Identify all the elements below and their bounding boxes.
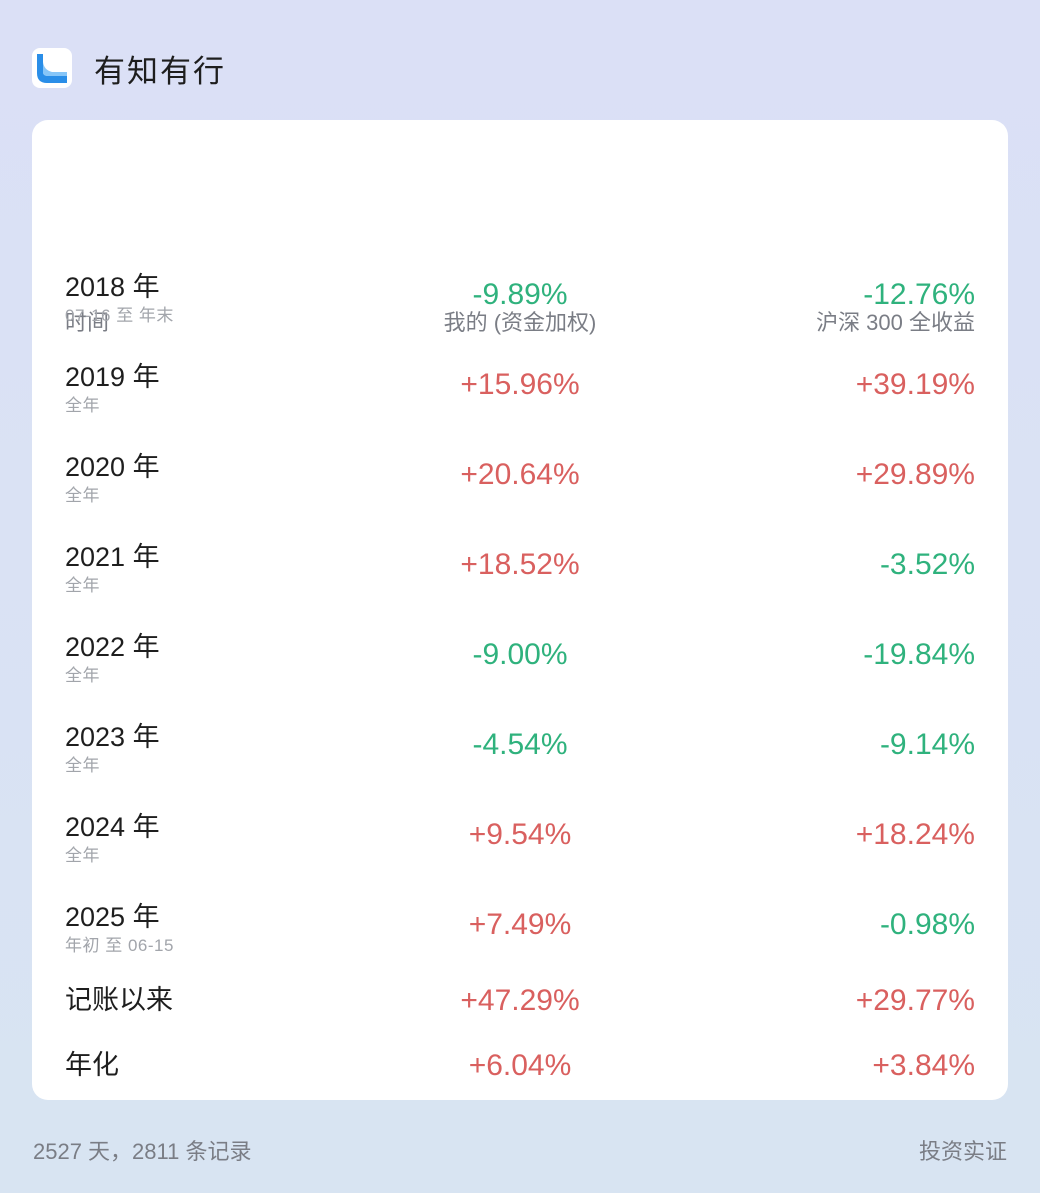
benchmark-return: -3.52% [879,548,975,581]
period-cell: 2025 年年初 至 06-15 [65,902,174,955]
benchmark-return: -19.84% [863,638,975,671]
summary-label: 记账以来 [65,985,173,1015]
table-row: 2018 年 07-16 至 年末 -9.89% -12.76% [32,260,1008,350]
my-return: +7.49% [468,908,572,941]
benchmark-return: +3.84% [872,1049,975,1082]
summary-label: 年化 [65,1050,119,1080]
range-label: 全年 [65,576,100,595]
my-return: +15.96% [460,368,580,401]
range-label: 全年 [65,396,100,415]
table-row: 2022 年全年 -9.00% -19.84% [32,620,1008,710]
benchmark-return: +18.24% [855,818,975,851]
table-row: 2024 年全年 +9.54% +18.24% [32,800,1008,890]
table-row: 2025 年年初 至 06-15 +7.49% -0.98% [32,890,1008,980]
header-mine: 我的 (资金加权) [443,310,597,335]
table-row: 2023 年全年 -4.54% -9.14% [32,710,1008,800]
my-return: +9.54% [468,818,572,851]
year-label: 2021 年 [65,542,160,572]
my-return: -9.00% [472,638,568,671]
period-cell: 2022 年全年 [65,632,160,685]
benchmark-return: +29.77% [855,984,975,1017]
summary-row: 记账以来 +47.29% +29.77% [32,978,1008,1028]
returns-card: 时间 我的 (资金加权) 沪深 300 全收益 [32,120,1008,1100]
summary-row: 年化 +6.04% +3.84% [32,1043,1008,1093]
year-label: 2024 年 [65,812,160,842]
year-label: 2023 年 [65,722,160,752]
range-label: 全年 [65,666,100,685]
record-stats: 2527 天，2811 条记录 [33,1139,252,1164]
range-label: 年初 至 06-15 [65,936,174,955]
my-return: -9.89% [472,278,568,311]
year-label: 2020 年 [65,452,160,482]
period-cell: 2023 年全年 [65,722,160,775]
investment-proof-link[interactable]: 投资实证 [918,1139,1007,1164]
table-row: 2020 年全年 +20.64% +29.89% [32,440,1008,530]
header-benchmark: 沪深 300 全收益 [816,310,975,335]
range-label: 全年 [65,846,100,865]
benchmark-return: -12.76% [863,278,975,311]
benchmark-return: -9.14% [879,728,975,761]
header-period: 时间 [65,310,110,335]
my-return: +18.52% [460,548,580,581]
table-row: 2021 年全年 +18.52% -3.52% [32,530,1008,620]
benchmark-return: -0.98% [879,908,975,941]
range-label: 全年 [65,756,100,775]
period-cell: 2018 年 07-16 至 年末 [65,272,174,325]
year-label: 2019 年 [65,362,160,392]
benchmark-return: +39.19% [855,368,975,401]
period-cell: 2019 年全年 [65,362,160,415]
app-header: 有知有行 [32,48,226,89]
range-label: 07-16 至 年末 [65,306,174,325]
my-return: +47.29% [460,984,580,1017]
year-label: 2022 年 [65,632,160,662]
my-return: -4.54% [472,728,568,761]
benchmark-return: +29.89% [855,458,975,491]
app-logo-icon [32,48,72,88]
my-return: +6.04% [468,1049,572,1082]
period-cell: 2024 年全年 [65,812,160,865]
app-title: 有知有行 [94,53,226,89]
period-cell: 2021 年全年 [65,542,160,595]
year-label: 2018 年 [65,272,160,302]
my-return: +20.64% [460,458,580,491]
range-label: 全年 [65,486,100,505]
period-cell: 2020 年全年 [65,452,160,505]
year-label: 2025 年 [65,902,160,932]
table-row: 2019 年全年 +15.96% +39.19% [32,350,1008,440]
